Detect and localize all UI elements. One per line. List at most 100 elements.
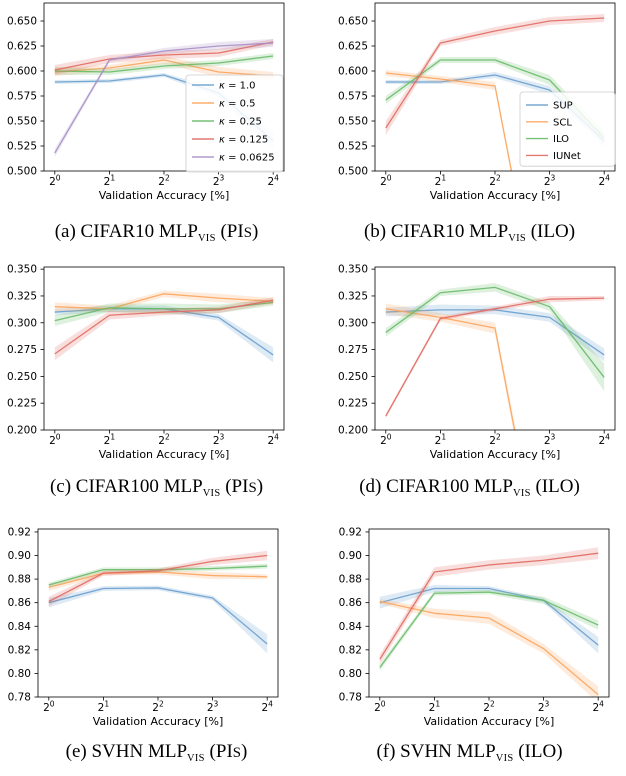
confidence-band	[385, 283, 605, 392]
axes: 0.200 0.225 0.250 0.275 0.300 0.325 0.350 20 21 2…	[7, 264, 285, 461]
y-tick-label: 0.525	[338, 141, 368, 153]
y-tick-label: 0.600	[7, 66, 37, 78]
y-tick-label: 0.200	[338, 425, 368, 437]
y-tick-label: 0.225	[7, 398, 37, 410]
series-line-κ = 0.125	[54, 299, 274, 355]
series-line-κ = 0.25	[54, 55, 274, 73]
x-tick-label: 23	[544, 433, 556, 448]
x-tick-label: 22	[483, 700, 495, 715]
y-tick-label: 0.90	[8, 550, 31, 562]
y-tick-label: 0.575	[338, 91, 368, 103]
y-tick-label: 0.88	[8, 574, 31, 586]
x-tick-label: 22	[158, 174, 170, 189]
x-tick-label: 20	[374, 700, 386, 715]
series-line-κ = 1.0	[48, 587, 268, 645]
plot-area	[48, 550, 268, 654]
y-tick-label: 0.80	[8, 668, 31, 680]
caption-segment: (PI	[220, 476, 249, 497]
legend-label: κ = 0.25	[219, 117, 262, 128]
legend-label: κ = 0.5	[219, 99, 256, 110]
legend: κ = 1.0 κ = 0.5 κ = 0.25 κ = 0.125 κ = 0.062…	[185, 74, 284, 173]
y-tick-label: 0.90	[339, 550, 362, 562]
y-tick-label: 0.82	[8, 644, 31, 656]
confidence-band	[54, 290, 274, 313]
y-tick-label: 0.92	[8, 526, 31, 538]
axes: 0.500 0.525 0.550 0.575 0.600 0.625 0.650 20 21 2…	[7, 2, 285, 202]
x-axis-label: Validation Accuracy [%]	[430, 189, 561, 202]
y-tick-label: 0.78	[8, 692, 31, 704]
x-tick-label: 20	[43, 700, 55, 715]
y-tick-label: 0.325	[338, 290, 368, 302]
caption-segment: (PI	[215, 221, 244, 242]
y-tick-label: 0.250	[7, 371, 37, 383]
y-tick-label: 0.575	[7, 91, 37, 103]
caption-segment: VIS	[187, 752, 205, 764]
legend-label: SCL	[553, 117, 572, 128]
x-tick-label: 22	[489, 174, 501, 189]
chart-b-cifar10-ilo: 0.500 0.525 0.550 0.575 0.600 0.625 0.650 20 21 2…	[338, 2, 616, 202]
y-tick-label: 0.550	[338, 116, 368, 128]
caption-segment: (e) SVHN MLP	[65, 741, 188, 762]
caption-segment: VIS	[197, 232, 216, 244]
caption-segment: (d) CIFAR100 MLP	[359, 476, 513, 497]
y-tick-label: 0.350	[7, 264, 37, 276]
legend: SUP SCL ILO IUNet	[519, 91, 616, 167]
x-tick-label: 21	[435, 174, 447, 189]
confidence-band	[48, 550, 268, 607]
y-tick-label: 0.625	[7, 41, 37, 53]
series-line-κ = 0.25	[48, 565, 268, 586]
series-line-SCL	[385, 308, 516, 430]
series-line-κ = 0.125	[54, 41, 274, 71]
caption-segment: (ILO)	[530, 476, 580, 497]
caption-segment: (a) CIFAR10 MLP	[54, 221, 198, 242]
y-tick-label: 0.80	[339, 668, 362, 680]
y-tick-label: 0.500	[338, 166, 368, 178]
y-tick-label: 0.275	[7, 344, 37, 356]
x-tick-label: 24	[598, 174, 610, 189]
series-line-ILO	[385, 286, 605, 378]
series-line-ILO	[379, 591, 599, 668]
x-tick-label: 21	[429, 700, 441, 715]
plot-area	[385, 283, 605, 430]
axes: 0.500 0.525 0.550 0.575 0.600 0.625 0.650 20 21 2…	[338, 2, 616, 202]
x-tick-label: 21	[98, 700, 110, 715]
series-line-κ = 0.5	[54, 293, 274, 310]
confidence-band	[54, 39, 274, 75]
legend-label: κ = 1.0	[219, 81, 256, 92]
y-tick-label: 0.300	[338, 317, 368, 329]
caption-c: (c) CIFAR100 MLPVIS (PIS)	[0, 476, 313, 499]
caption-segment: (ILO)	[525, 221, 576, 242]
confidence-band	[48, 585, 268, 654]
y-tick-label: 0.225	[338, 398, 368, 410]
x-tick-label: 23	[544, 174, 556, 189]
series-line-κ = 0.5	[54, 59, 274, 77]
caption-f: (f) SVHN MLPVIS (ILO)	[313, 741, 626, 764]
y-tick-label: 0.600	[338, 66, 368, 78]
caption-segment: )	[256, 476, 264, 497]
y-tick-label: 0.84	[339, 621, 363, 633]
x-tick-label: 23	[538, 700, 550, 715]
chart-a-cifar10-pis: 0.500 0.525 0.550 0.575 0.600 0.625 0.650 20 21 2…	[7, 2, 285, 202]
confidence-band	[379, 589, 599, 672]
y-tick-label: 0.275	[338, 344, 368, 356]
x-tick-label: 24	[261, 700, 273, 715]
y-tick-label: 0.325	[7, 290, 37, 302]
legend-label: κ = 0.0625	[219, 153, 275, 164]
y-tick-label: 0.84	[8, 621, 32, 633]
caption-d: (d) CIFAR100 MLPVIS (ILO)	[313, 476, 626, 499]
x-tick-label: 23	[207, 700, 219, 715]
plot-area	[379, 547, 599, 697]
y-tick-label: 0.250	[338, 371, 368, 383]
series-line-SCL	[385, 72, 513, 171]
x-tick-label: 20	[49, 174, 61, 189]
y-tick-label: 0.500	[7, 166, 37, 178]
series-line-IUNet	[385, 297, 605, 417]
chart-f-svhn-ilo: 0.78 0.80 0.82 0.84 0.86 0.88 0.90 0.92 20 21 22 23…	[339, 526, 610, 728]
y-tick-label: 0.200	[7, 425, 37, 437]
caption-b: (b) CIFAR10 MLPVIS (ILO)	[313, 221, 626, 244]
y-tick-label: 0.525	[7, 141, 37, 153]
x-tick-label: 23	[213, 174, 225, 189]
plot-area	[54, 290, 274, 363]
x-tick-label: 21	[104, 433, 116, 448]
x-tick-label: 20	[380, 174, 392, 189]
